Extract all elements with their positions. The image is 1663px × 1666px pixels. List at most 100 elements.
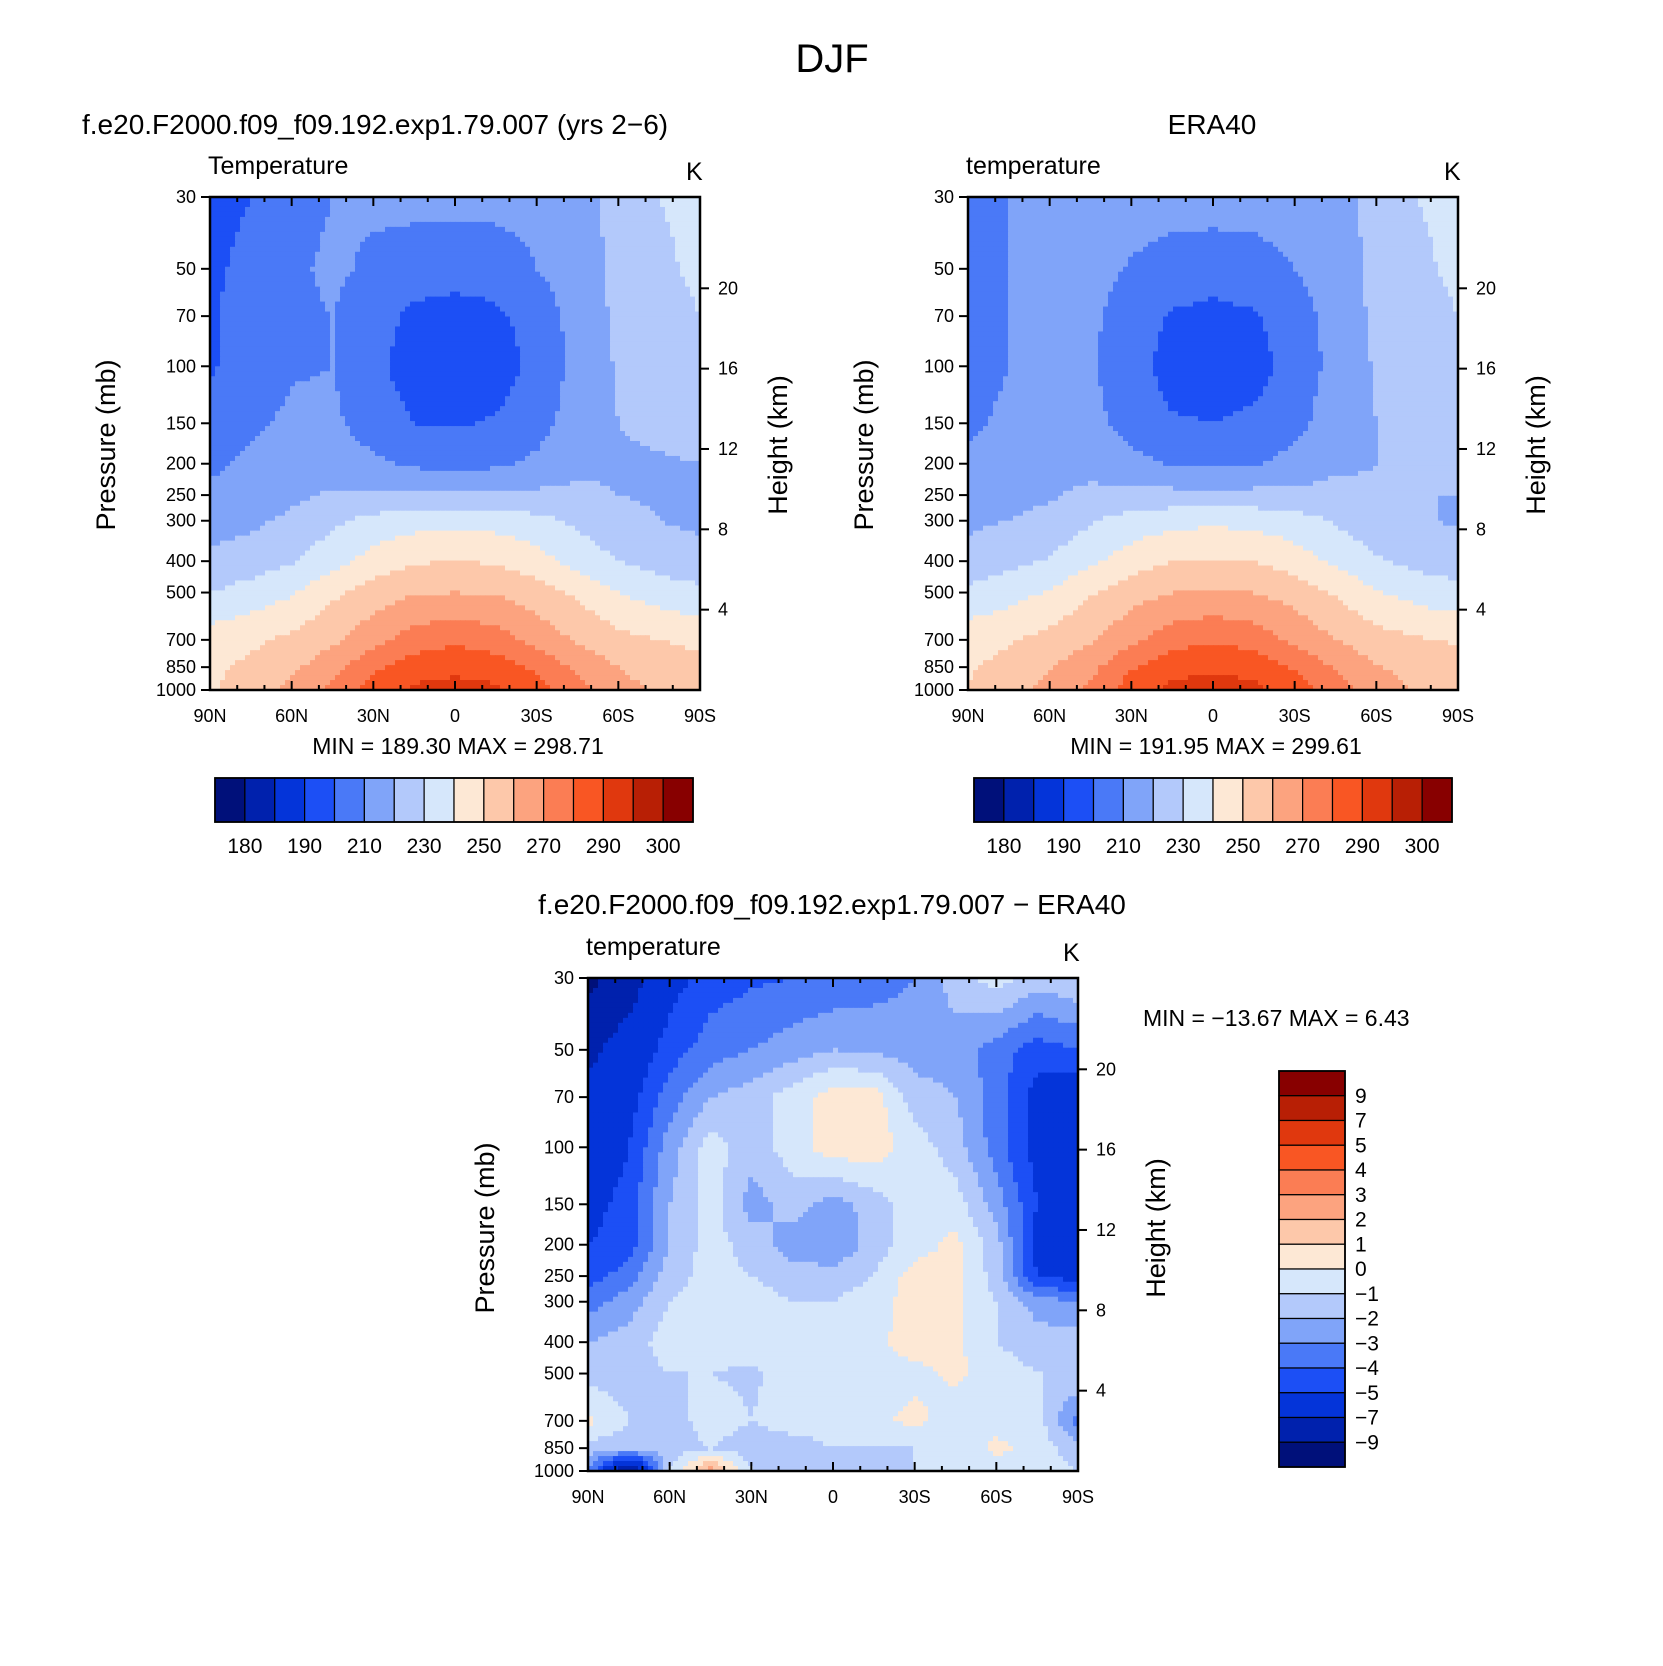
contour-cell	[260, 445, 266, 452]
contour-cell	[215, 436, 221, 442]
contour-cell	[220, 256, 226, 263]
contour-cell	[620, 211, 626, 218]
contour-cell	[530, 445, 536, 452]
contour-cell	[500, 201, 506, 208]
contour-cell	[360, 401, 366, 407]
contour-cell	[660, 286, 666, 293]
contour-cell	[430, 436, 436, 442]
contour-cell	[525, 216, 531, 223]
contour-cell	[660, 386, 666, 392]
contour-cell	[265, 241, 271, 248]
contour-cell	[555, 226, 561, 233]
contour-cell	[380, 441, 386, 447]
contour-cell	[515, 441, 521, 447]
contour-cell	[270, 406, 276, 412]
contour-cell	[230, 351, 236, 357]
contour-cell	[475, 271, 481, 278]
contour-cell	[420, 236, 426, 243]
contour-cell	[540, 256, 546, 263]
contour-cell	[495, 246, 501, 253]
contour-cell	[605, 406, 611, 412]
contour-cell	[645, 431, 651, 437]
contour-cell	[545, 436, 551, 442]
contour-cell	[580, 296, 586, 303]
contour-cell	[555, 206, 561, 213]
contour-cell	[425, 291, 431, 298]
contour-cell	[545, 346, 551, 352]
contour-cell	[530, 436, 536, 442]
contour-cell	[320, 281, 326, 288]
contour-cell	[480, 216, 486, 223]
contour-cell	[350, 401, 356, 407]
contour-cell	[560, 356, 566, 362]
contour-cell	[265, 376, 271, 382]
contour-cell	[580, 231, 586, 238]
contour-cell	[570, 197, 576, 203]
contour-cell	[575, 386, 581, 392]
contour-cell	[290, 216, 296, 223]
contour-cell	[690, 326, 696, 333]
contour-cell	[655, 356, 661, 362]
contour-cell	[350, 341, 356, 347]
contour-cell	[650, 316, 656, 323]
contour-cell	[645, 246, 651, 253]
contour-cell	[475, 366, 481, 372]
contour-cell	[410, 401, 416, 407]
contour-cell	[695, 296, 701, 303]
contour-cell	[615, 271, 621, 278]
contour-cell	[610, 271, 616, 278]
contour-cell	[270, 276, 276, 283]
contour-cell	[335, 321, 341, 328]
contour-cell	[225, 221, 231, 228]
contour-cell	[680, 311, 686, 318]
contour-cell	[355, 311, 361, 318]
contour-cell	[645, 401, 651, 407]
contour-cell	[500, 421, 506, 427]
contour-cell	[255, 291, 261, 298]
contour-cell	[255, 346, 261, 352]
contour-cell	[250, 441, 256, 447]
contour-cell	[455, 301, 461, 308]
contour-cell	[670, 236, 676, 243]
contour-cell	[630, 391, 636, 397]
contour-cell	[445, 356, 451, 362]
contour-cell	[355, 281, 361, 288]
contour-cell	[350, 336, 356, 343]
contour-cell	[240, 381, 246, 387]
contour-cell	[485, 296, 491, 303]
contour-cell	[480, 406, 486, 412]
contour-cell	[495, 321, 501, 328]
contour-cell	[535, 411, 541, 417]
contour-cell	[640, 271, 646, 278]
contour-cell	[430, 211, 436, 218]
contour-cell	[435, 301, 441, 308]
contour-cell	[295, 406, 301, 412]
contour-cell	[560, 301, 566, 308]
contour-cell	[665, 371, 671, 377]
contour-cell	[260, 226, 266, 233]
contour-cell	[605, 266, 611, 273]
contour-cell	[550, 386, 556, 392]
contour-cell	[630, 221, 636, 228]
contour-cell	[560, 256, 566, 263]
contour-cell	[495, 391, 501, 397]
contour-cell	[320, 441, 326, 447]
contour-cell	[580, 445, 586, 452]
contour-cell	[645, 346, 651, 352]
contour-cell	[570, 411, 576, 417]
contour-cell	[580, 271, 586, 278]
contour-cell	[680, 391, 686, 397]
contour-cell	[425, 331, 431, 338]
contour-cell	[640, 211, 646, 218]
contour-cell	[535, 336, 541, 343]
contour-cell	[640, 346, 646, 352]
contour-cell	[515, 331, 521, 338]
contour-cell	[555, 201, 561, 208]
contour-cell	[595, 286, 601, 293]
contour-cell	[370, 396, 376, 402]
contour-cell	[335, 316, 341, 323]
contour-cell	[455, 391, 461, 397]
contour-cell	[410, 316, 416, 323]
contour-cell	[240, 211, 246, 218]
contour-cell	[510, 216, 516, 223]
